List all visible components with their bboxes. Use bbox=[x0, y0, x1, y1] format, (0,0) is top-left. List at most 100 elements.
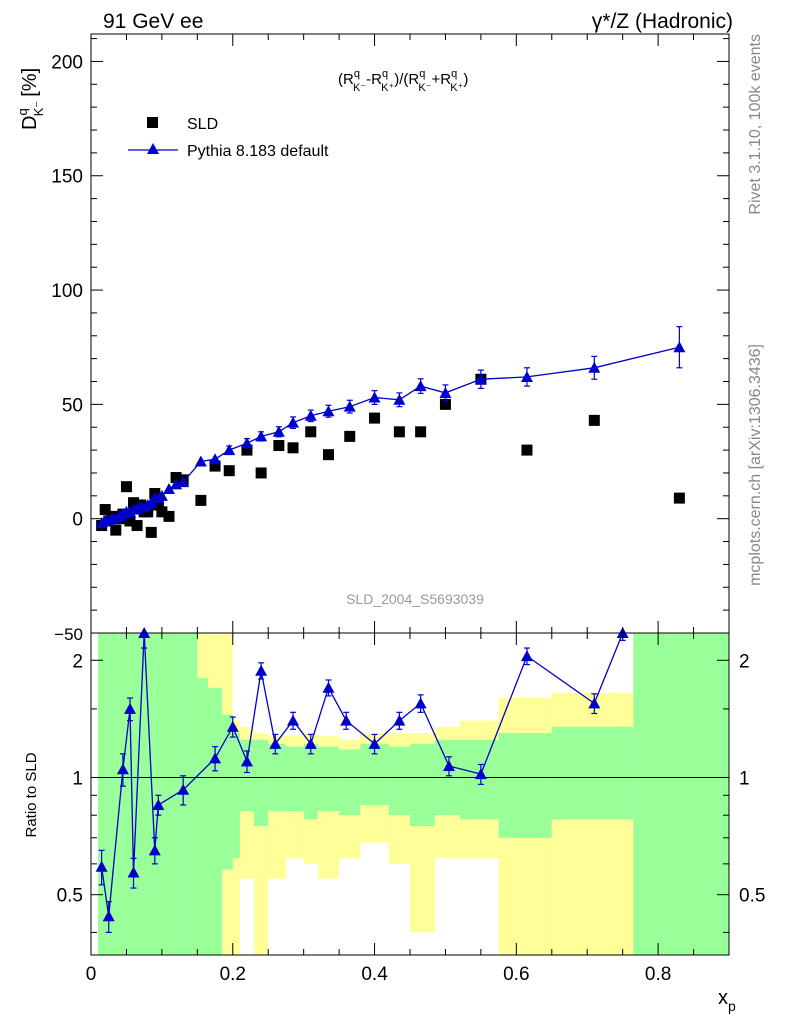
band-inner bbox=[410, 743, 435, 827]
main-ymin-label: −50 bbox=[54, 625, 83, 644]
ratio-point bbox=[322, 681, 335, 693]
pythia-point bbox=[223, 444, 236, 456]
band-inner bbox=[101, 633, 109, 955]
xtick-label: 0.2 bbox=[220, 964, 246, 985]
svg-text:DqK⁻[%]: DqK⁻[%] bbox=[15, 68, 46, 130]
sld-point bbox=[128, 497, 140, 509]
pythia-line bbox=[101, 346, 680, 524]
sld-point bbox=[273, 440, 285, 452]
band-inner bbox=[126, 633, 134, 955]
pythia-point bbox=[255, 430, 268, 442]
sld-point bbox=[195, 494, 207, 506]
legend: SLD Pythia 8.183 default bbox=[128, 116, 329, 160]
sld-point bbox=[521, 444, 533, 456]
ratio-point bbox=[152, 798, 165, 810]
band-inner bbox=[388, 746, 410, 816]
band-inner bbox=[108, 633, 116, 955]
ratio-point bbox=[304, 737, 317, 749]
sld-point bbox=[415, 426, 427, 438]
ratio-bands bbox=[98, 633, 729, 955]
band-inner bbox=[147, 633, 155, 955]
band-inner bbox=[239, 739, 255, 812]
pythia-point bbox=[209, 453, 222, 465]
band-inner bbox=[119, 633, 127, 955]
ratio-point bbox=[588, 697, 601, 709]
ratio-point bbox=[255, 664, 268, 676]
ratio-ytick-label: 0.5 bbox=[57, 886, 83, 907]
band-inner bbox=[303, 743, 318, 820]
pythia-point bbox=[673, 341, 686, 353]
band-inner bbox=[197, 678, 208, 955]
band-inner bbox=[317, 746, 340, 812]
main-ylabel: DqK⁻[%] bbox=[15, 68, 46, 130]
pythia-point bbox=[343, 400, 356, 412]
band-inner bbox=[98, 633, 102, 955]
ratio-point bbox=[226, 720, 239, 732]
sld-point bbox=[131, 520, 143, 532]
ratio-point bbox=[520, 650, 533, 662]
pythia-point bbox=[393, 393, 406, 405]
ratio-point bbox=[368, 737, 381, 749]
sld-point bbox=[99, 504, 111, 516]
ratio-point bbox=[123, 702, 136, 714]
xtick-label: 0.4 bbox=[361, 964, 388, 985]
analysis-id: SLD_2004_S5693039 bbox=[346, 591, 484, 607]
ratio-point bbox=[287, 714, 300, 726]
sld-point bbox=[588, 414, 600, 426]
x-axis-label: xp bbox=[718, 987, 736, 1014]
ratio-point bbox=[148, 844, 161, 856]
sld-point bbox=[145, 526, 157, 538]
ratio-line bbox=[100, 632, 624, 917]
header-right: γ*/Z (Hadronic) bbox=[592, 10, 733, 33]
pythia-point bbox=[368, 391, 381, 403]
ratio-point bbox=[209, 752, 222, 764]
ratio-ytick-label-right: 2 bbox=[739, 651, 750, 672]
pythia-point bbox=[162, 482, 175, 494]
sld-point bbox=[152, 499, 164, 511]
band-inner bbox=[168, 633, 177, 955]
ratio-point bbox=[102, 910, 115, 922]
main-ytick-label: 200 bbox=[51, 52, 83, 73]
sld-point bbox=[344, 430, 356, 442]
pythia-point bbox=[474, 373, 487, 385]
pythia-point bbox=[439, 386, 452, 398]
sld-point bbox=[393, 426, 405, 438]
pythia-point bbox=[287, 416, 300, 428]
ratio-ytick-label-right: 0.5 bbox=[739, 886, 765, 907]
sld-point bbox=[163, 510, 175, 522]
ratio-point bbox=[393, 714, 406, 726]
mcplots-label: mcplots.cern.ch [arXiv:1306.3436] bbox=[747, 344, 764, 586]
band-inner bbox=[115, 633, 120, 955]
sld-point bbox=[322, 449, 334, 461]
band-inner bbox=[222, 714, 233, 870]
rivet-version-label: Rivet 3.1.10, 100k events bbox=[747, 34, 764, 215]
band-inner bbox=[285, 746, 304, 812]
sld-point bbox=[439, 398, 451, 410]
band-inner bbox=[633, 633, 729, 955]
legend-label-sld: SLD bbox=[187, 116, 218, 133]
xtick-label: 0.8 bbox=[645, 964, 671, 985]
ratio-point bbox=[414, 697, 427, 709]
sld-point bbox=[223, 465, 235, 477]
ratio-point bbox=[95, 860, 108, 872]
sld-point bbox=[110, 524, 122, 536]
band-inner bbox=[339, 749, 361, 816]
pythia-point bbox=[240, 437, 253, 449]
ratio-ytick-label: 2 bbox=[72, 651, 83, 672]
pythia-point bbox=[414, 380, 427, 392]
formula: (Rq K⁻-Rq K⁺)/(Rq K⁻+Rq K⁺) bbox=[338, 68, 468, 94]
main-ytick-label: 150 bbox=[51, 167, 83, 188]
sld-point bbox=[156, 506, 168, 518]
svg-text:xp: xp bbox=[718, 987, 736, 1014]
band-inner bbox=[498, 733, 552, 838]
main-ytick-label: 50 bbox=[62, 395, 83, 416]
svg-text:(RqK⁻-RqK⁺)/(RqK⁻+RqK⁺): (Rq K⁻-Rq K⁺)/(Rq K⁻+Rq K⁺) bbox=[338, 68, 468, 94]
main-plot-content bbox=[95, 326, 686, 538]
band-inner bbox=[183, 633, 198, 955]
band-inner bbox=[207, 687, 223, 955]
main-ytick-label: 0 bbox=[72, 510, 83, 531]
sld-point bbox=[241, 444, 253, 456]
pythia-point bbox=[520, 370, 533, 382]
sld-point bbox=[124, 515, 136, 527]
